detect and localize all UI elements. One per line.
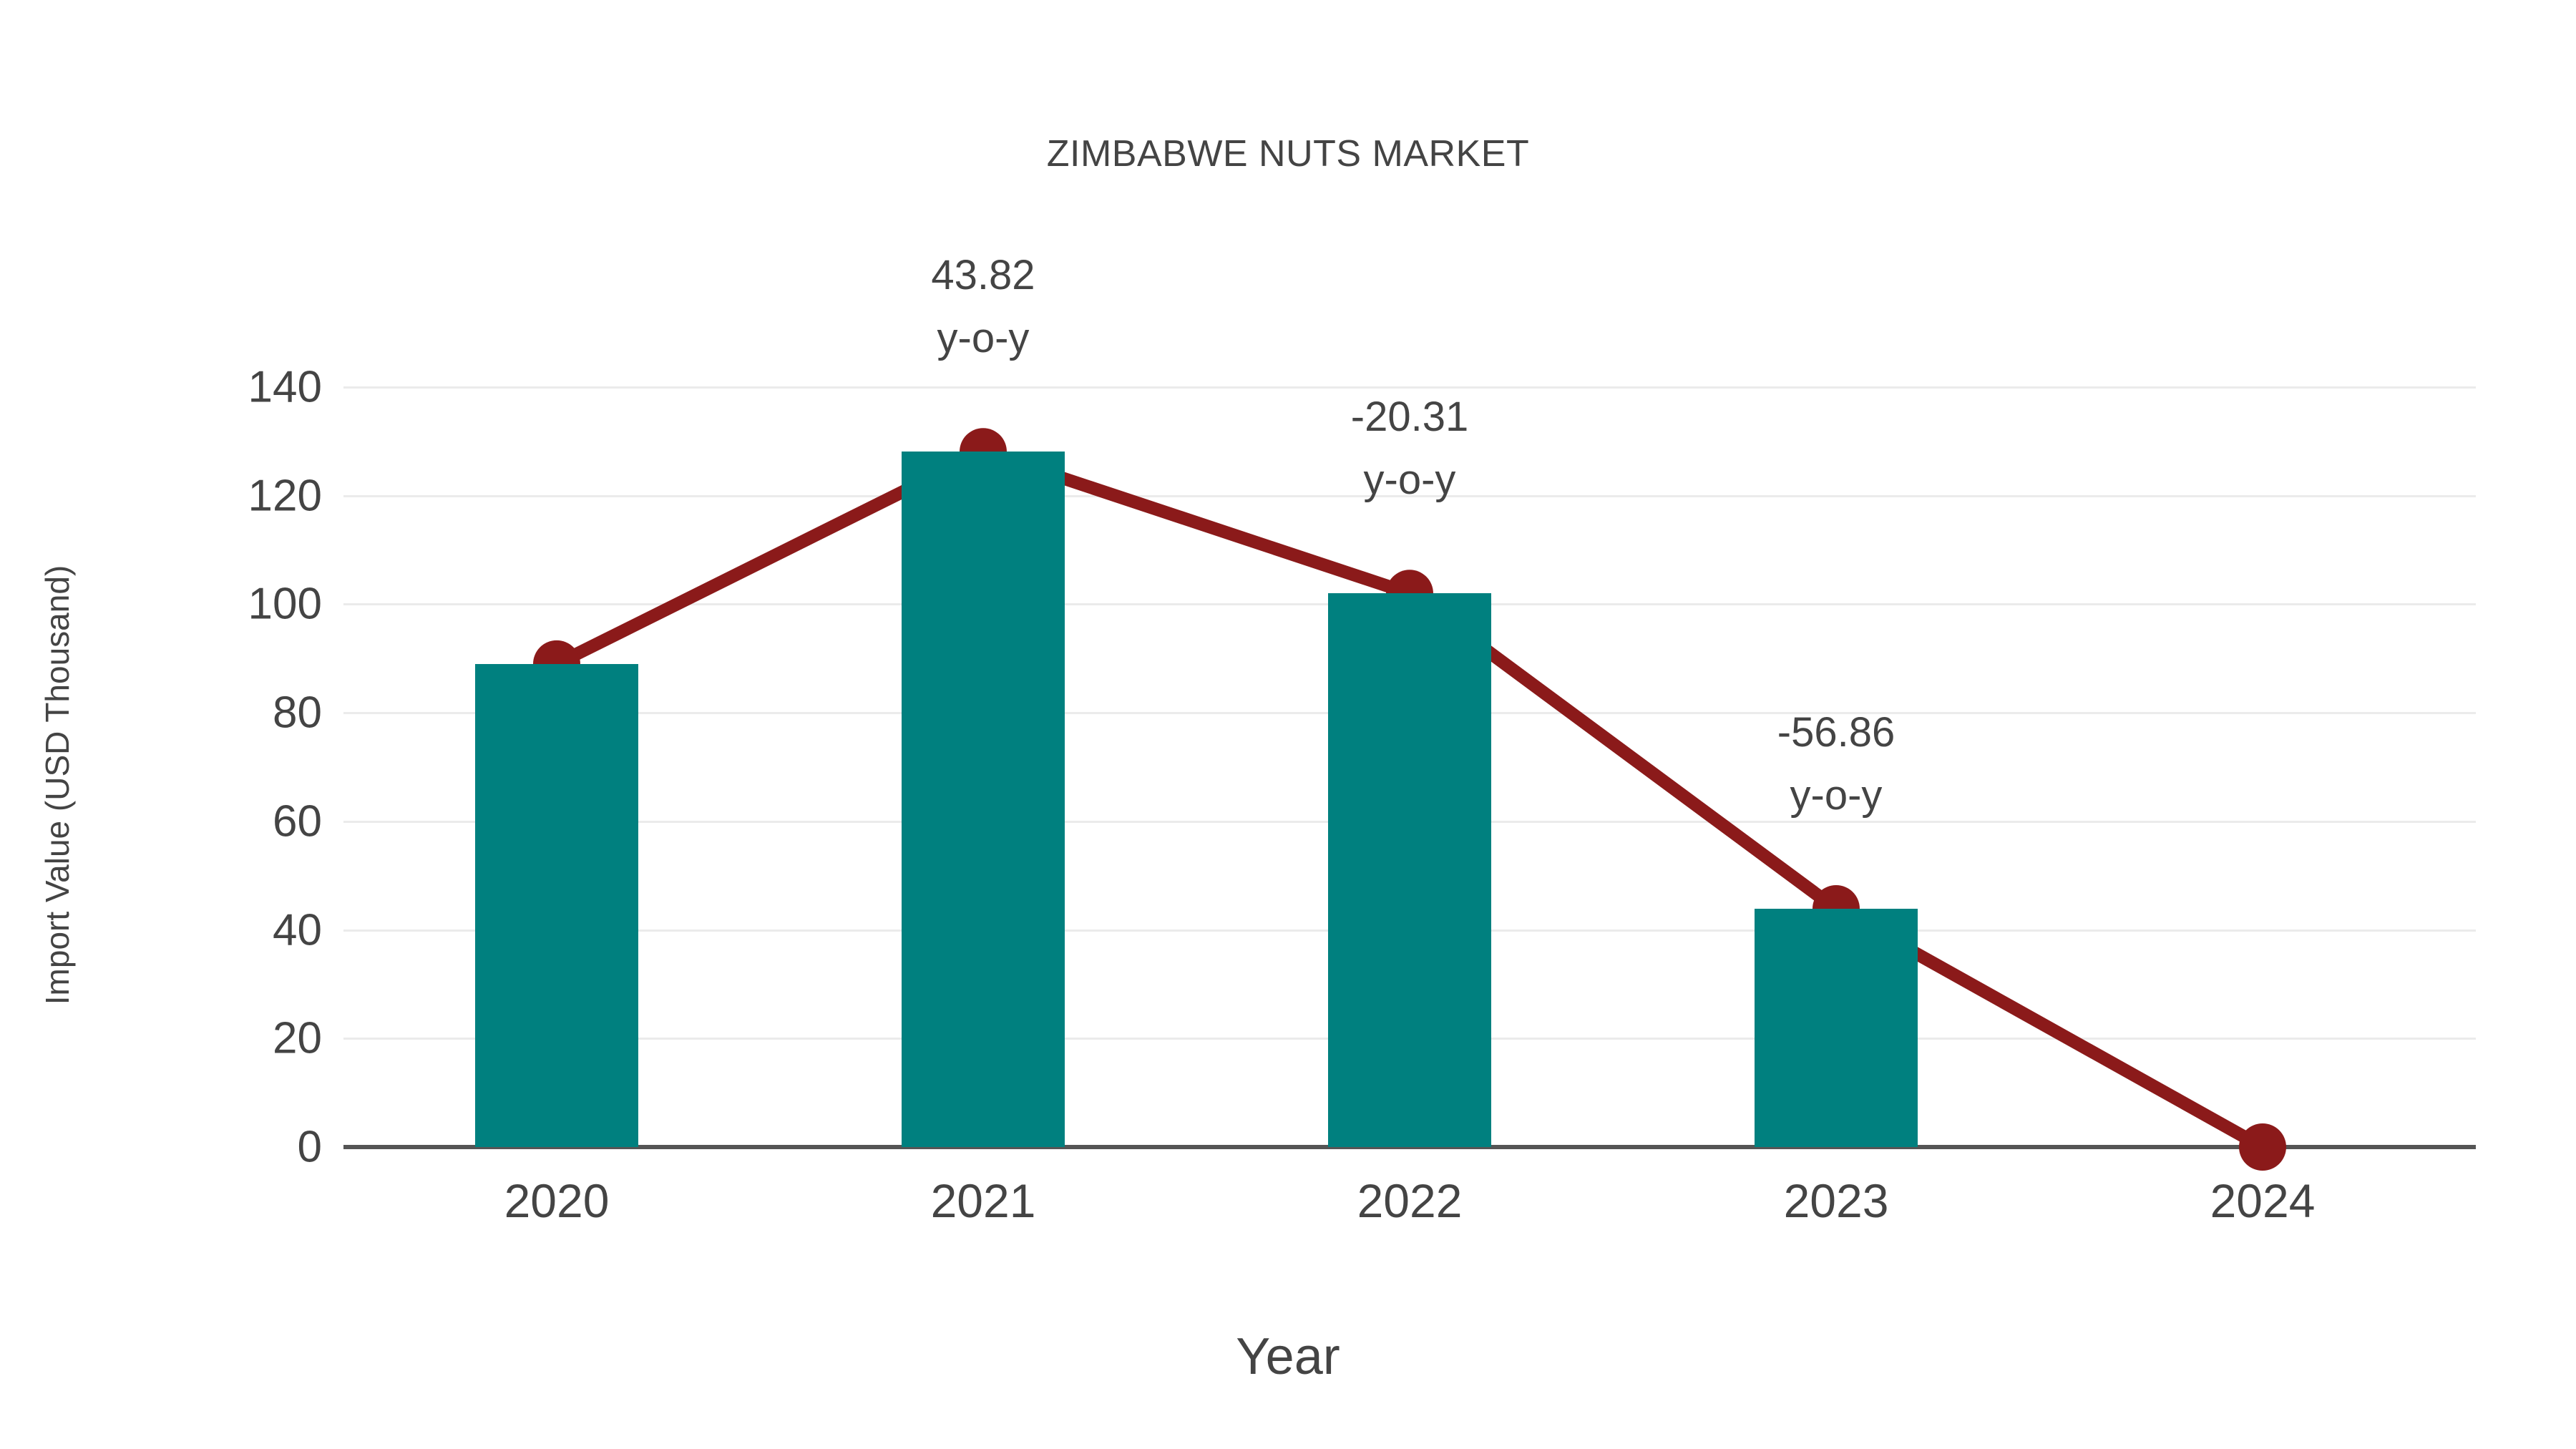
y-axis-tick-label: 40 (273, 905, 322, 955)
y-axis-tick-label: 0 (297, 1122, 322, 1172)
y-axis-tick-labels: 0 20 40 60 80 100 120 140 (122, 0, 322, 1449)
gridline (343, 386, 2476, 389)
bar-2022[interactable] (1328, 593, 1491, 1147)
annotation-value: 43.82 (931, 252, 1035, 299)
annotation-unit: y-o-y (937, 315, 1030, 362)
bar-2020[interactable] (475, 663, 638, 1147)
annotation-value: -20.31 (1350, 394, 1469, 441)
y-axis-tick-label: 20 (273, 1013, 322, 1063)
y-axis-tick-label: 120 (248, 471, 322, 521)
annotation-2022: -20.31 y-o-y (1195, 396, 1624, 501)
y-axis-tick-label: 60 (273, 796, 322, 847)
chart-title: ZIMBABWE NUTS MARKET (1046, 133, 1530, 175)
x-axis-tick-label-2023: 2023 (1783, 1174, 1889, 1227)
x-axis-tick-label-2024: 2024 (2210, 1174, 2316, 1227)
annotation-unit: y-o-y (1790, 771, 1883, 819)
y-axis-tick-label: 140 (248, 362, 322, 412)
y-axis-tick-label: 100 (248, 579, 322, 629)
bar-2023[interactable] (1755, 908, 1918, 1147)
y-axis-label: Import Value (USD Thousand) (39, 565, 76, 1005)
annotation-2023: -56.86 y-o-y (1621, 708, 2051, 819)
annotation-2021: 43.82 y-o-y (769, 255, 1198, 359)
annotation-value: -56.86 (1777, 708, 1896, 756)
bar-2021[interactable] (902, 452, 1065, 1147)
y-axis-tick-label: 80 (273, 688, 322, 738)
x-axis-tick-label-2020: 2020 (504, 1174, 610, 1227)
x-axis-tick-label-2022: 2022 (1357, 1174, 1463, 1227)
x-axis-tick-label-2021: 2021 (930, 1174, 1036, 1227)
x-axis-label: Year (1236, 1328, 1340, 1385)
annotation-unit: y-o-y (1363, 457, 1456, 504)
